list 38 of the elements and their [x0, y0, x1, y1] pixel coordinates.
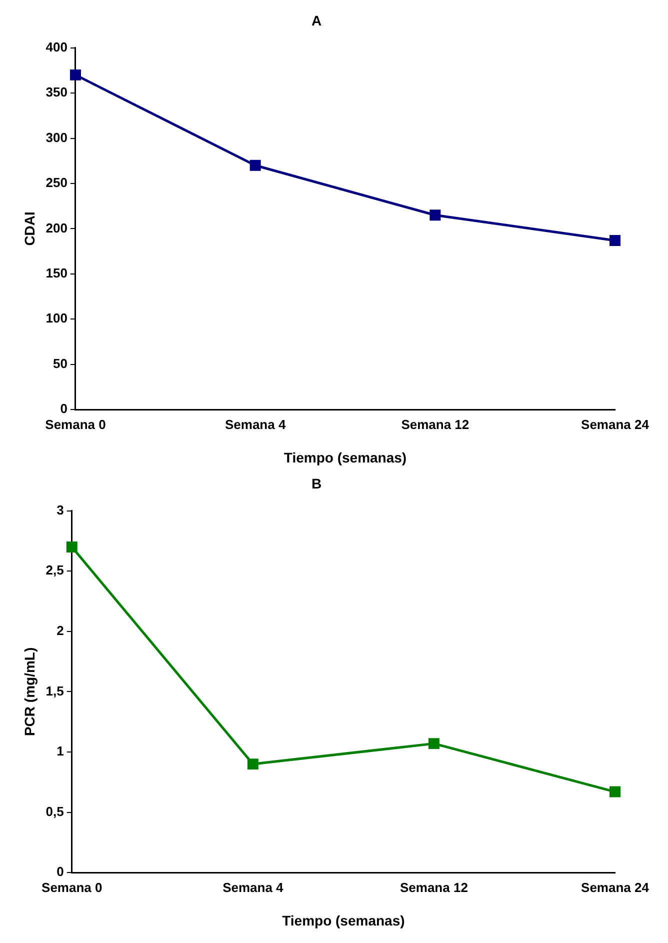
point	[610, 786, 620, 798]
y-axis-title: CDAI	[21, 212, 38, 246]
y-tick-label: 150	[46, 266, 68, 281]
point	[247, 758, 258, 770]
y-tick-label: 1,5	[46, 683, 64, 698]
y-tick-label: 2	[56, 622, 64, 638]
y-tick-label: 0,5	[46, 804, 64, 819]
x-tick-label: Semana 0	[45, 416, 106, 432]
y-tick-label: 50	[53, 356, 68, 371]
y-tick-label: 3	[56, 502, 64, 518]
chart-title: A	[311, 12, 322, 28]
x-tick-label: Semana 0	[42, 880, 102, 895]
y-tick-label: 400	[46, 39, 68, 54]
x-tick-label: Semana 4	[222, 880, 284, 895]
point	[66, 541, 78, 552]
x-tick-label: Semana 4	[224, 416, 286, 432]
y-tick-label: 2,5	[46, 562, 64, 578]
x-axis-title: Tiempo (semanas)	[282, 912, 405, 928]
y-axis-title: PCR (mg/mL)	[21, 647, 38, 736]
x-tick-label: Semana 24	[581, 880, 650, 895]
y-tick-label: 100	[46, 310, 68, 326]
y-tick-label: 300	[46, 130, 68, 145]
y-tick-label: 1	[56, 744, 64, 759]
y-tick-label: 250	[46, 175, 68, 190]
y-tick-label: 350	[46, 84, 68, 100]
y-tick-label: 0	[56, 864, 64, 880]
x-tick-label: Semana 12	[400, 880, 468, 895]
point	[430, 210, 441, 221]
point	[428, 738, 440, 750]
x-tick-label: Semana 12	[401, 416, 470, 432]
y-tick-label: 200	[46, 220, 68, 236]
chart-title: B	[311, 475, 322, 492]
x-axis-title: Tiempo (semanas)	[284, 449, 407, 466]
x-tick-label: Semana 24	[581, 416, 650, 432]
y-tick-label: 0	[60, 401, 68, 416]
point	[610, 234, 620, 246]
point	[70, 69, 81, 80]
point	[250, 160, 261, 171]
